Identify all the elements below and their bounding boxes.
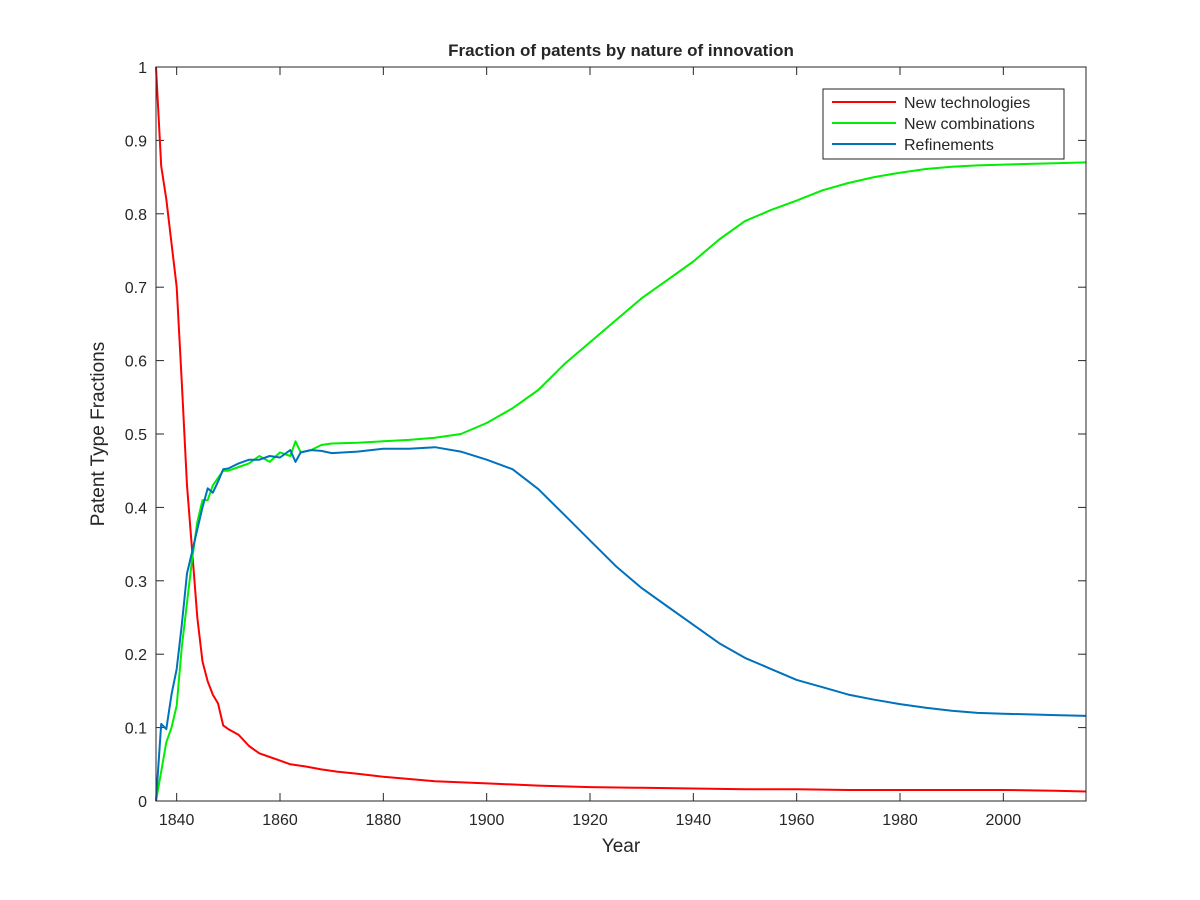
y-tick-label: 0.5 bbox=[125, 427, 147, 444]
x-tick-label: 1860 bbox=[262, 812, 298, 829]
legend-label-refinements: Refinements bbox=[904, 137, 994, 154]
y-tick-label: 0.4 bbox=[125, 500, 147, 517]
y-tick-label: 0 bbox=[138, 794, 147, 811]
y-tick-label: 0.1 bbox=[125, 721, 147, 738]
y-tick-label: 0.9 bbox=[125, 133, 147, 150]
x-tick-label: 1900 bbox=[469, 812, 505, 829]
x-tick-label: 1980 bbox=[882, 812, 918, 829]
y-tick-label: 0.3 bbox=[125, 574, 147, 591]
legend-label-new-technologies: New technologies bbox=[904, 95, 1030, 112]
legend-label-new-combinations: New combinations bbox=[904, 116, 1035, 133]
x-tick-labels: 1840 1860 1880 1900 1920 1940 1960 1980 2000 bbox=[159, 812, 1021, 829]
chart-title: Fraction of patents by nature of innovat… bbox=[448, 41, 794, 60]
x-tick-label: 1880 bbox=[366, 812, 402, 829]
legend: New technologies New combinations Refineme… bbox=[823, 89, 1064, 159]
y-tick-label: 0.8 bbox=[125, 207, 147, 224]
y-tick-label: 0.6 bbox=[125, 354, 147, 371]
x-tick-label: 1840 bbox=[159, 812, 195, 829]
x-tick-label: 1920 bbox=[572, 812, 608, 829]
y-tick-label: 0.2 bbox=[125, 647, 147, 664]
x-axis-label: Year bbox=[602, 836, 641, 857]
y-axis-label: Patent Type Fractions bbox=[88, 342, 109, 526]
x-tick-label: 1960 bbox=[779, 812, 815, 829]
x-tick-label: 1940 bbox=[676, 812, 712, 829]
y-tick-label: 0.7 bbox=[125, 280, 147, 297]
y-tick-label: 1 bbox=[138, 60, 147, 77]
x-tick-label: 2000 bbox=[986, 812, 1022, 829]
